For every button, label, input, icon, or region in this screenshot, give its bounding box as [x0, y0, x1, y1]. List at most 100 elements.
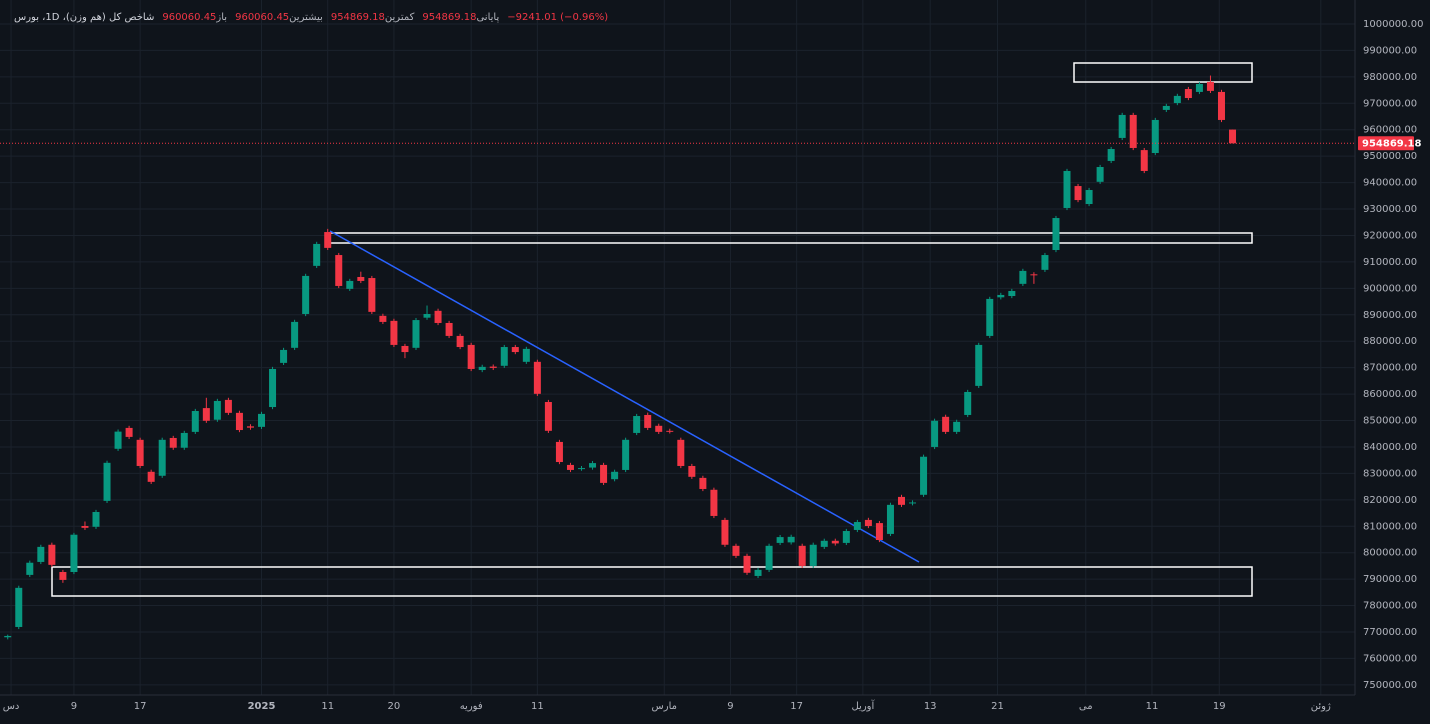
y-tick-label: 880000.00	[1363, 336, 1417, 347]
candle-body	[1217, 91, 1225, 120]
candle-body	[842, 531, 850, 543]
candle-body	[180, 432, 188, 448]
candle-body	[125, 427, 133, 437]
y-tick-label: 920000.00	[1363, 230, 1417, 241]
candle-body	[412, 320, 420, 348]
x-tick-label: 11	[321, 701, 334, 712]
candle-body	[710, 489, 718, 516]
x-tick-label: دس	[3, 701, 20, 712]
candle-body	[1162, 105, 1170, 110]
ohlc-close: پایانی954869.18	[422, 12, 499, 23]
candle-body	[423, 313, 431, 318]
candle-body	[136, 439, 144, 466]
candle-body	[500, 347, 508, 366]
candle-body	[544, 402, 552, 431]
candle-body	[313, 243, 321, 266]
candle-body	[566, 464, 574, 470]
candle-body	[1041, 255, 1049, 270]
label: بیشترین	[289, 12, 323, 23]
y-tick-label: 830000.00	[1363, 468, 1417, 479]
candle-body	[59, 571, 67, 580]
legend-header: شاخص کل (هم وزن)، 1D، بورس باز960060.45 …	[14, 12, 608, 23]
candle-body	[1085, 190, 1093, 205]
candle-body	[1107, 149, 1115, 161]
candle-body	[70, 534, 78, 572]
candle-body	[688, 465, 696, 477]
x-tick-label: 13	[924, 701, 937, 712]
candle-body	[578, 468, 586, 470]
candle-body	[324, 232, 332, 248]
candle-body	[346, 280, 354, 289]
candle-body	[743, 555, 751, 573]
candle-body	[489, 366, 497, 368]
candle-body	[809, 544, 817, 566]
y-tick-label: 980000.00	[1363, 72, 1417, 83]
candle-body	[633, 416, 641, 433]
y-tick-label: 820000.00	[1363, 495, 1417, 506]
x-tick-label: 17	[134, 701, 147, 712]
candle-body	[1052, 218, 1060, 251]
candle-body	[1184, 89, 1192, 99]
y-tick-label: 760000.00	[1363, 653, 1417, 664]
candle-body	[1074, 186, 1082, 201]
x-tick-label: 2025	[248, 701, 276, 712]
value: 960060.45	[162, 12, 217, 23]
candle-body	[1008, 290, 1016, 297]
zone-box	[1073, 62, 1253, 83]
candle-body	[202, 408, 210, 421]
candle-body	[997, 294, 1005, 298]
trend-line	[329, 230, 920, 563]
y-tick-label: 940000.00	[1363, 178, 1417, 189]
candle-body	[1206, 81, 1214, 91]
candle-body	[246, 426, 254, 428]
candle-body	[666, 430, 674, 432]
y-tick-label: 910000.00	[1363, 257, 1417, 268]
y-tick-label: 970000.00	[1363, 98, 1417, 109]
candle-body	[986, 298, 994, 336]
candle-body	[864, 519, 872, 526]
candle-body	[169, 437, 177, 448]
candle-body	[897, 496, 905, 505]
x-tick-label: فوریه	[460, 701, 483, 712]
y-tick-label: 860000.00	[1363, 389, 1417, 400]
candle-body	[379, 315, 387, 322]
candle-body	[81, 525, 89, 528]
candle-body	[1118, 114, 1126, 138]
candle-body	[721, 519, 729, 545]
value: 954869.18	[422, 12, 477, 23]
last-price-box	[1358, 136, 1414, 151]
candle-body	[886, 504, 894, 534]
candle-body	[368, 278, 376, 312]
candle-body	[776, 537, 784, 543]
candle-body	[699, 477, 707, 489]
zone-box	[51, 566, 1253, 597]
y-tick-label: 750000.00	[1363, 680, 1417, 691]
grid	[0, 0, 1355, 695]
ohlc-low: کمترین954869.18	[331, 12, 415, 23]
candle-body	[953, 421, 961, 432]
candle-body	[622, 439, 630, 470]
candle-body	[280, 349, 288, 363]
candle-body	[478, 366, 486, 371]
y-tick-label: 890000.00	[1363, 310, 1417, 321]
candle-body	[732, 545, 740, 556]
candle-body	[975, 344, 983, 386]
y-tick-label: 850000.00	[1363, 416, 1417, 427]
candle-body	[103, 462, 111, 501]
y-tick-label: 780000.00	[1363, 601, 1417, 612]
candle-body	[335, 255, 343, 286]
candle-body	[224, 399, 232, 413]
x-tick-label: می	[1079, 701, 1093, 712]
candle-body	[1195, 84, 1203, 92]
candle-body	[269, 368, 277, 408]
candle-body	[258, 413, 266, 427]
x-tick-label: 19	[1213, 701, 1226, 712]
candle-body	[909, 502, 917, 504]
y-tick-label: 840000.00	[1363, 442, 1417, 453]
candle-body	[1140, 150, 1148, 171]
candle-body	[37, 546, 45, 562]
candle-body	[754, 569, 762, 576]
y-tick-label: 930000.00	[1363, 204, 1417, 215]
candle-body	[4, 635, 12, 638]
candle-body	[677, 439, 685, 466]
